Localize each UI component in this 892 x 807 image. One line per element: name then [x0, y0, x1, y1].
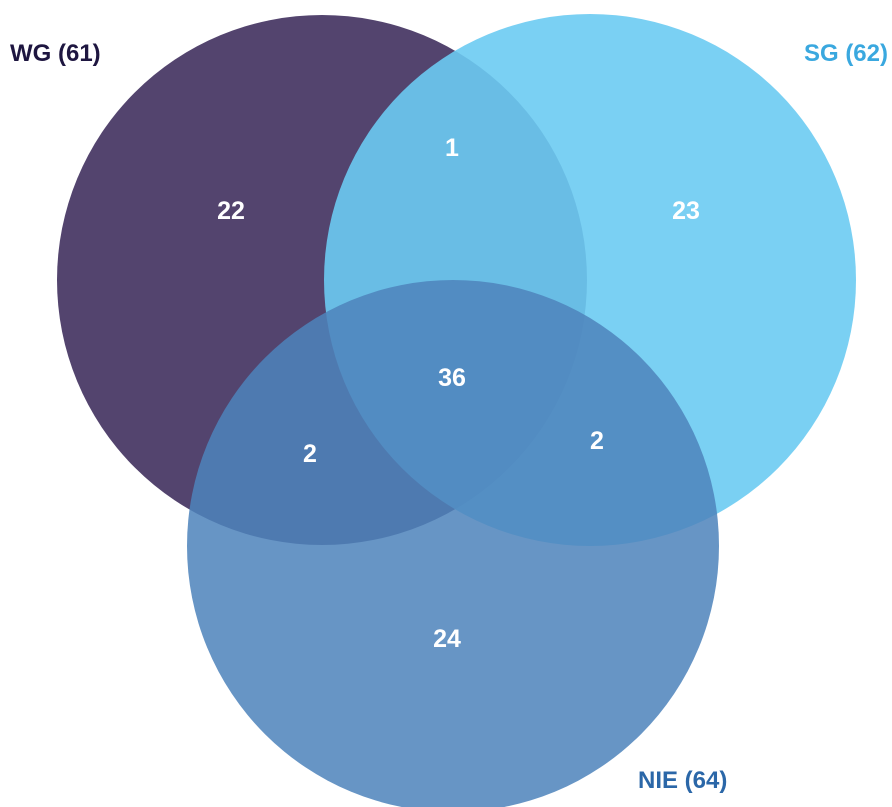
wg-nie-count: 2	[303, 440, 317, 468]
nie-circle	[187, 280, 719, 807]
wg-only-count: 22	[217, 197, 245, 225]
sg-only-count: 23	[672, 197, 700, 225]
sg-nie-count: 2	[590, 427, 604, 455]
nie-only-count: 24	[433, 625, 461, 653]
all-sets-count: 36	[438, 364, 466, 392]
nie-set-label: NIE (64)	[638, 767, 727, 794]
sg-set-label: SG (62)	[804, 40, 888, 67]
wg-set-label: WG (61)	[10, 40, 101, 67]
wg-sg-count: 1	[445, 134, 459, 162]
